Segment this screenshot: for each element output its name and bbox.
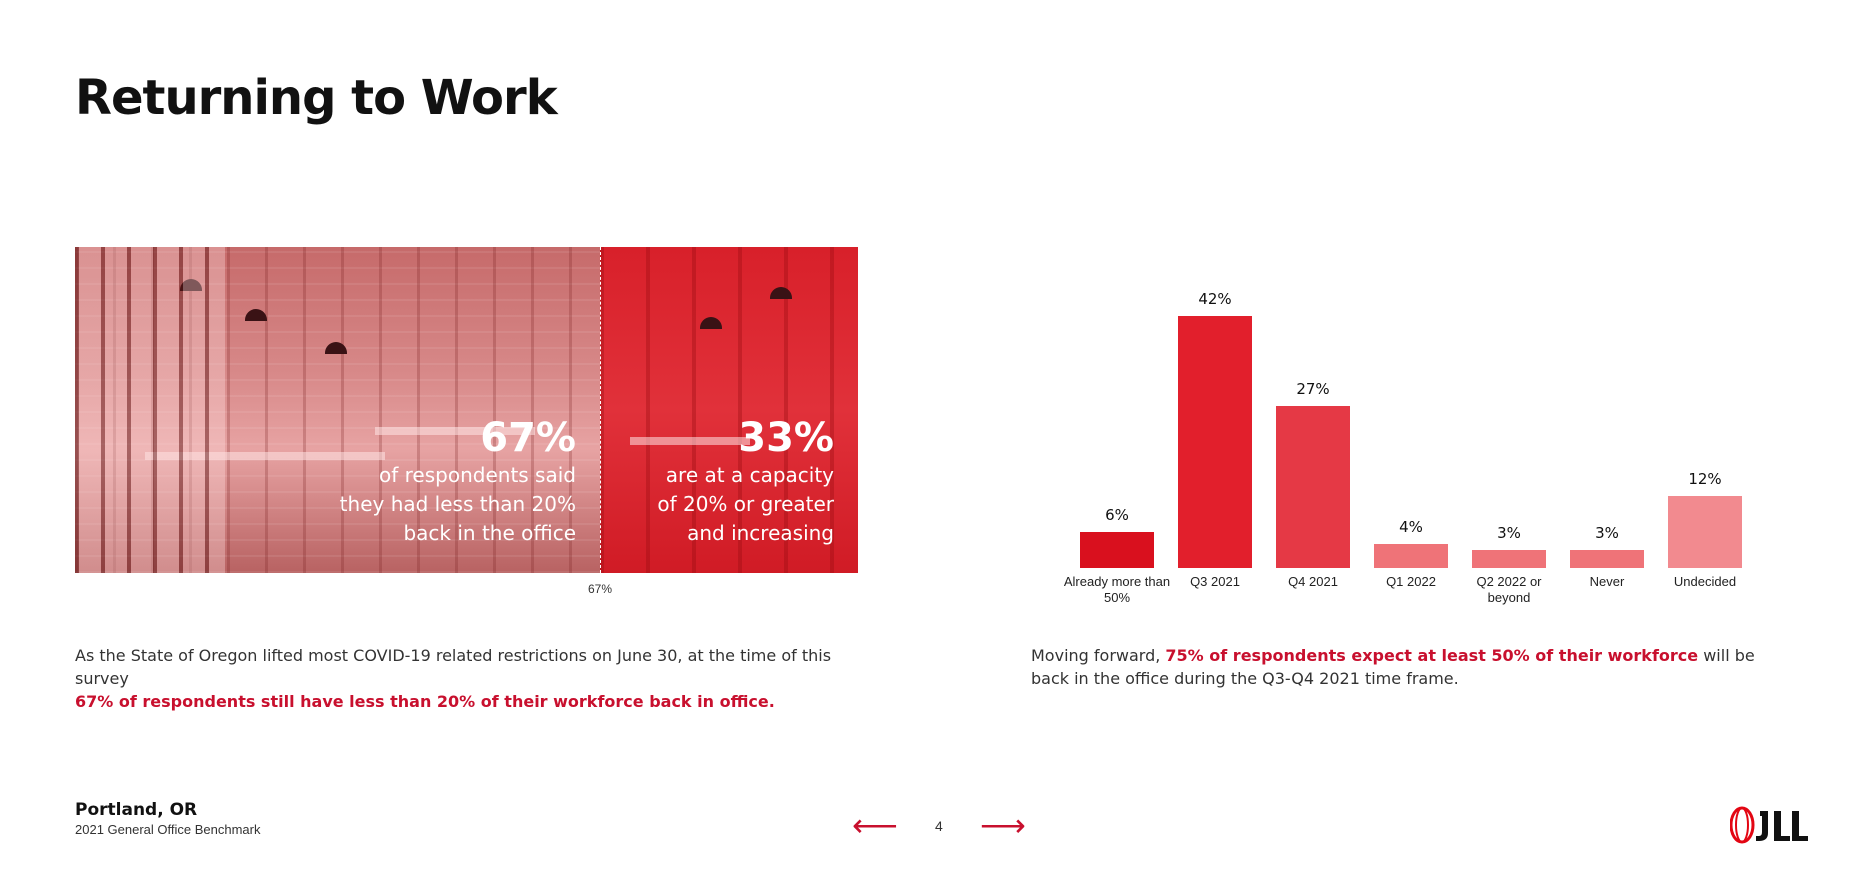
left-caption: As the State of Oregon lifted most COVID… — [75, 644, 875, 713]
caption-text: will be back in the office during the Q3… — [1031, 646, 1755, 688]
caption-text: As the State of Oregon lifted most COVID… — [75, 646, 832, 688]
desk — [375, 427, 535, 435]
arrow-right-icon[interactable]: ⟶ — [980, 807, 1026, 843]
category-label: Q1 2022 — [1386, 574, 1436, 589]
category-label: Never — [1590, 574, 1625, 589]
pendant-lamp — [245, 309, 267, 321]
data-label: 42% — [1198, 290, 1231, 308]
stat-value: 33% — [738, 415, 834, 461]
desk — [630, 437, 750, 445]
category-label: Q3 2021 — [1190, 574, 1240, 589]
pendant-lamp — [180, 279, 202, 291]
stat-33-block: 33% are at a capacity of 20% or greater … — [594, 415, 834, 548]
bar-4 — [1374, 544, 1448, 568]
bar-6 — [1570, 550, 1644, 568]
caption-text: Moving forward, — [1031, 646, 1166, 665]
bar-2 — [1178, 316, 1252, 568]
category-label: Undecided — [1674, 574, 1736, 589]
split-divider — [600, 247, 601, 573]
footer-subtitle: 2021 General Office Benchmark — [75, 822, 261, 837]
bar-5 — [1472, 550, 1546, 568]
divider-label: 67% — [588, 582, 613, 596]
category-label: Q2 2022 or beyond — [1476, 574, 1542, 605]
bar-1 — [1080, 532, 1154, 568]
return-timeline-bar-chart: 6% Already more than 50% 42% Q3 2021 27% Q4 20… — [1064, 290, 1742, 605]
pendant-lamp — [325, 342, 347, 354]
page-title: Returning to Work — [75, 70, 558, 126]
data-label: 4% — [1399, 518, 1423, 536]
caption-highlight: 67% of respondents still have less than … — [75, 692, 775, 711]
category-label: Q4 2021 — [1288, 574, 1338, 589]
category-label: Already more than 50% — [1064, 574, 1170, 605]
arrow-left-icon[interactable]: ⟵ — [852, 807, 898, 843]
data-label: 12% — [1688, 470, 1721, 488]
footer-city: Portland, OR — [75, 800, 198, 820]
bar-3 — [1276, 406, 1350, 568]
office-photo-panel: 67% of respondents said they had less th… — [75, 247, 858, 573]
desk — [145, 452, 385, 460]
bar-7 — [1668, 496, 1742, 568]
data-label: 27% — [1296, 380, 1329, 398]
data-label: 3% — [1595, 524, 1619, 542]
office-photo-right — [600, 247, 858, 573]
page-number: 4 — [935, 818, 943, 834]
stat-value: 67% — [480, 415, 576, 461]
pendant-lamp — [700, 317, 722, 329]
data-label: 3% — [1497, 524, 1521, 542]
stat-text: of respondents said they had less than 2… — [339, 463, 576, 545]
office-photo-left — [75, 247, 600, 573]
caption-highlight: 75% of respondents expect at least 50% o… — [1165, 646, 1699, 665]
stat-67-block: 67% of respondents said they had less th… — [276, 415, 600, 548]
right-caption: Moving forward, 75% of respondents expec… — [1031, 644, 1791, 690]
data-label: 6% — [1105, 506, 1129, 524]
stat-text: are at a capacity of 20% or greater and … — [657, 463, 834, 545]
pendant-lamp — [770, 287, 792, 299]
jll-logo — [1730, 806, 1808, 844]
